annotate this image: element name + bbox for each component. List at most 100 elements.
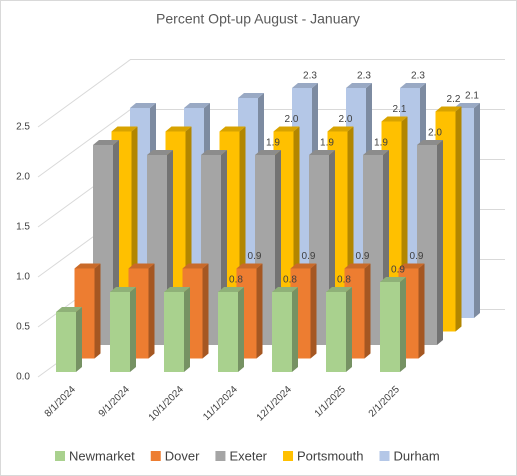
- data-label: 2.3: [303, 71, 317, 82]
- data-label: 0.8: [229, 275, 243, 286]
- bar-top: [147, 150, 173, 155]
- legend-swatch: [215, 451, 226, 461]
- legend-swatch: [150, 451, 161, 461]
- bar-side: [364, 263, 371, 359]
- data-label: 0.9: [410, 251, 424, 262]
- legend: Newmarket Dover Exeter Portsmouth Durham: [55, 448, 440, 463]
- bar-top: [255, 150, 281, 155]
- bar-side: [94, 263, 101, 359]
- bar-side: [76, 307, 82, 372]
- bar-side: [400, 277, 406, 372]
- bar: [110, 287, 136, 372]
- bar: [218, 287, 244, 372]
- bar-side: [292, 287, 298, 372]
- data-label: 0.9: [302, 251, 316, 262]
- data-label: 0.8: [337, 275, 351, 286]
- bar-side: [256, 263, 263, 359]
- bar-top: [398, 263, 425, 269]
- y-tick-label: 0.0: [16, 372, 30, 383]
- bar-top: [111, 126, 138, 132]
- bar-front: [326, 292, 346, 372]
- bar: [380, 277, 406, 372]
- bar: [272, 287, 298, 372]
- legend-label: Durham: [394, 448, 440, 463]
- bar-side: [202, 263, 209, 359]
- legend-swatch: [379, 451, 390, 461]
- data-label: 2.3: [411, 71, 425, 82]
- data-label: 2.3: [357, 71, 371, 82]
- y-tick-label: 0.5: [16, 322, 30, 333]
- bar-front: [56, 312, 76, 372]
- bar-top: [56, 307, 82, 312]
- data-label: 0.9: [248, 251, 262, 262]
- data-label: 2.1: [465, 91, 479, 102]
- bar-top: [273, 126, 300, 132]
- data-label: 2.0: [339, 114, 353, 125]
- bar-top: [363, 150, 389, 155]
- bar: [164, 287, 190, 372]
- bar-side: [148, 263, 155, 359]
- legend-label: Portsmouth: [297, 448, 363, 463]
- bar-top: [236, 263, 263, 269]
- bar-side: [310, 263, 317, 359]
- bar: [56, 307, 82, 372]
- chart-title: Percent Opt-up August - January: [156, 11, 360, 27]
- bar-side: [437, 140, 443, 345]
- legend-label: Dover: [165, 448, 200, 463]
- bar-front: [164, 292, 184, 372]
- legend-label: Exeter: [229, 448, 267, 463]
- data-label: 0.9: [391, 265, 405, 276]
- bar-top: [272, 287, 298, 292]
- bar-top: [182, 263, 209, 269]
- data-label: 1.9: [374, 138, 388, 149]
- data-label: 1.9: [266, 138, 280, 149]
- bar-top: [346, 83, 372, 88]
- data-label: 2.0: [285, 114, 299, 125]
- bar-top: [380, 277, 406, 282]
- data-label: 1.9: [320, 138, 334, 149]
- bar-top: [381, 116, 408, 122]
- bar-top: [238, 93, 264, 98]
- bar-top: [74, 263, 101, 269]
- data-label: 2.0: [428, 128, 442, 139]
- legend-swatch: [283, 451, 294, 461]
- bar-top: [93, 140, 119, 145]
- legend-swatch: [55, 451, 65, 461]
- data-label: 2.1: [393, 104, 407, 115]
- bar-side: [418, 263, 425, 359]
- bar-top: [164, 287, 190, 292]
- y-tick-label: 1.5: [16, 222, 30, 233]
- bar-top: [165, 126, 192, 132]
- bar-top: [128, 263, 155, 269]
- y-tick-label: 2.5: [16, 122, 30, 133]
- data-label: 0.8: [283, 275, 297, 286]
- bar: [326, 287, 352, 372]
- grid-line: [37, 59, 505, 128]
- bar-front: [272, 292, 292, 372]
- bar-side: [130, 287, 136, 372]
- bar-top: [327, 126, 354, 132]
- bar-front: [380, 282, 400, 372]
- bar-top: [184, 103, 210, 108]
- bar-top: [417, 140, 443, 145]
- bar-front: [218, 292, 238, 372]
- bar-side: [474, 103, 480, 318]
- bar-top: [290, 263, 317, 269]
- y-tick-label: 1.0: [16, 272, 30, 283]
- bar-top: [218, 287, 244, 292]
- bar-top: [326, 287, 352, 292]
- bar-top: [110, 287, 136, 292]
- bar-top: [130, 103, 156, 108]
- bar-side: [455, 106, 462, 332]
- bar-top: [400, 83, 426, 88]
- bar-top: [201, 150, 227, 155]
- bar-side: [238, 287, 244, 372]
- bar-top: [344, 263, 371, 269]
- plot-area: 0.0 0.5 1.0 1.5 2.0 2.5 2.3 2.3 2.3 2.1 2.0 2.0 2.1 2…: [16, 59, 505, 423]
- legend-label: Newmarket: [69, 448, 135, 463]
- bar-top: [435, 106, 462, 112]
- bar-top: [309, 150, 335, 155]
- data-label: 0.9: [356, 251, 370, 262]
- y-tick-label: 2.0: [16, 172, 30, 183]
